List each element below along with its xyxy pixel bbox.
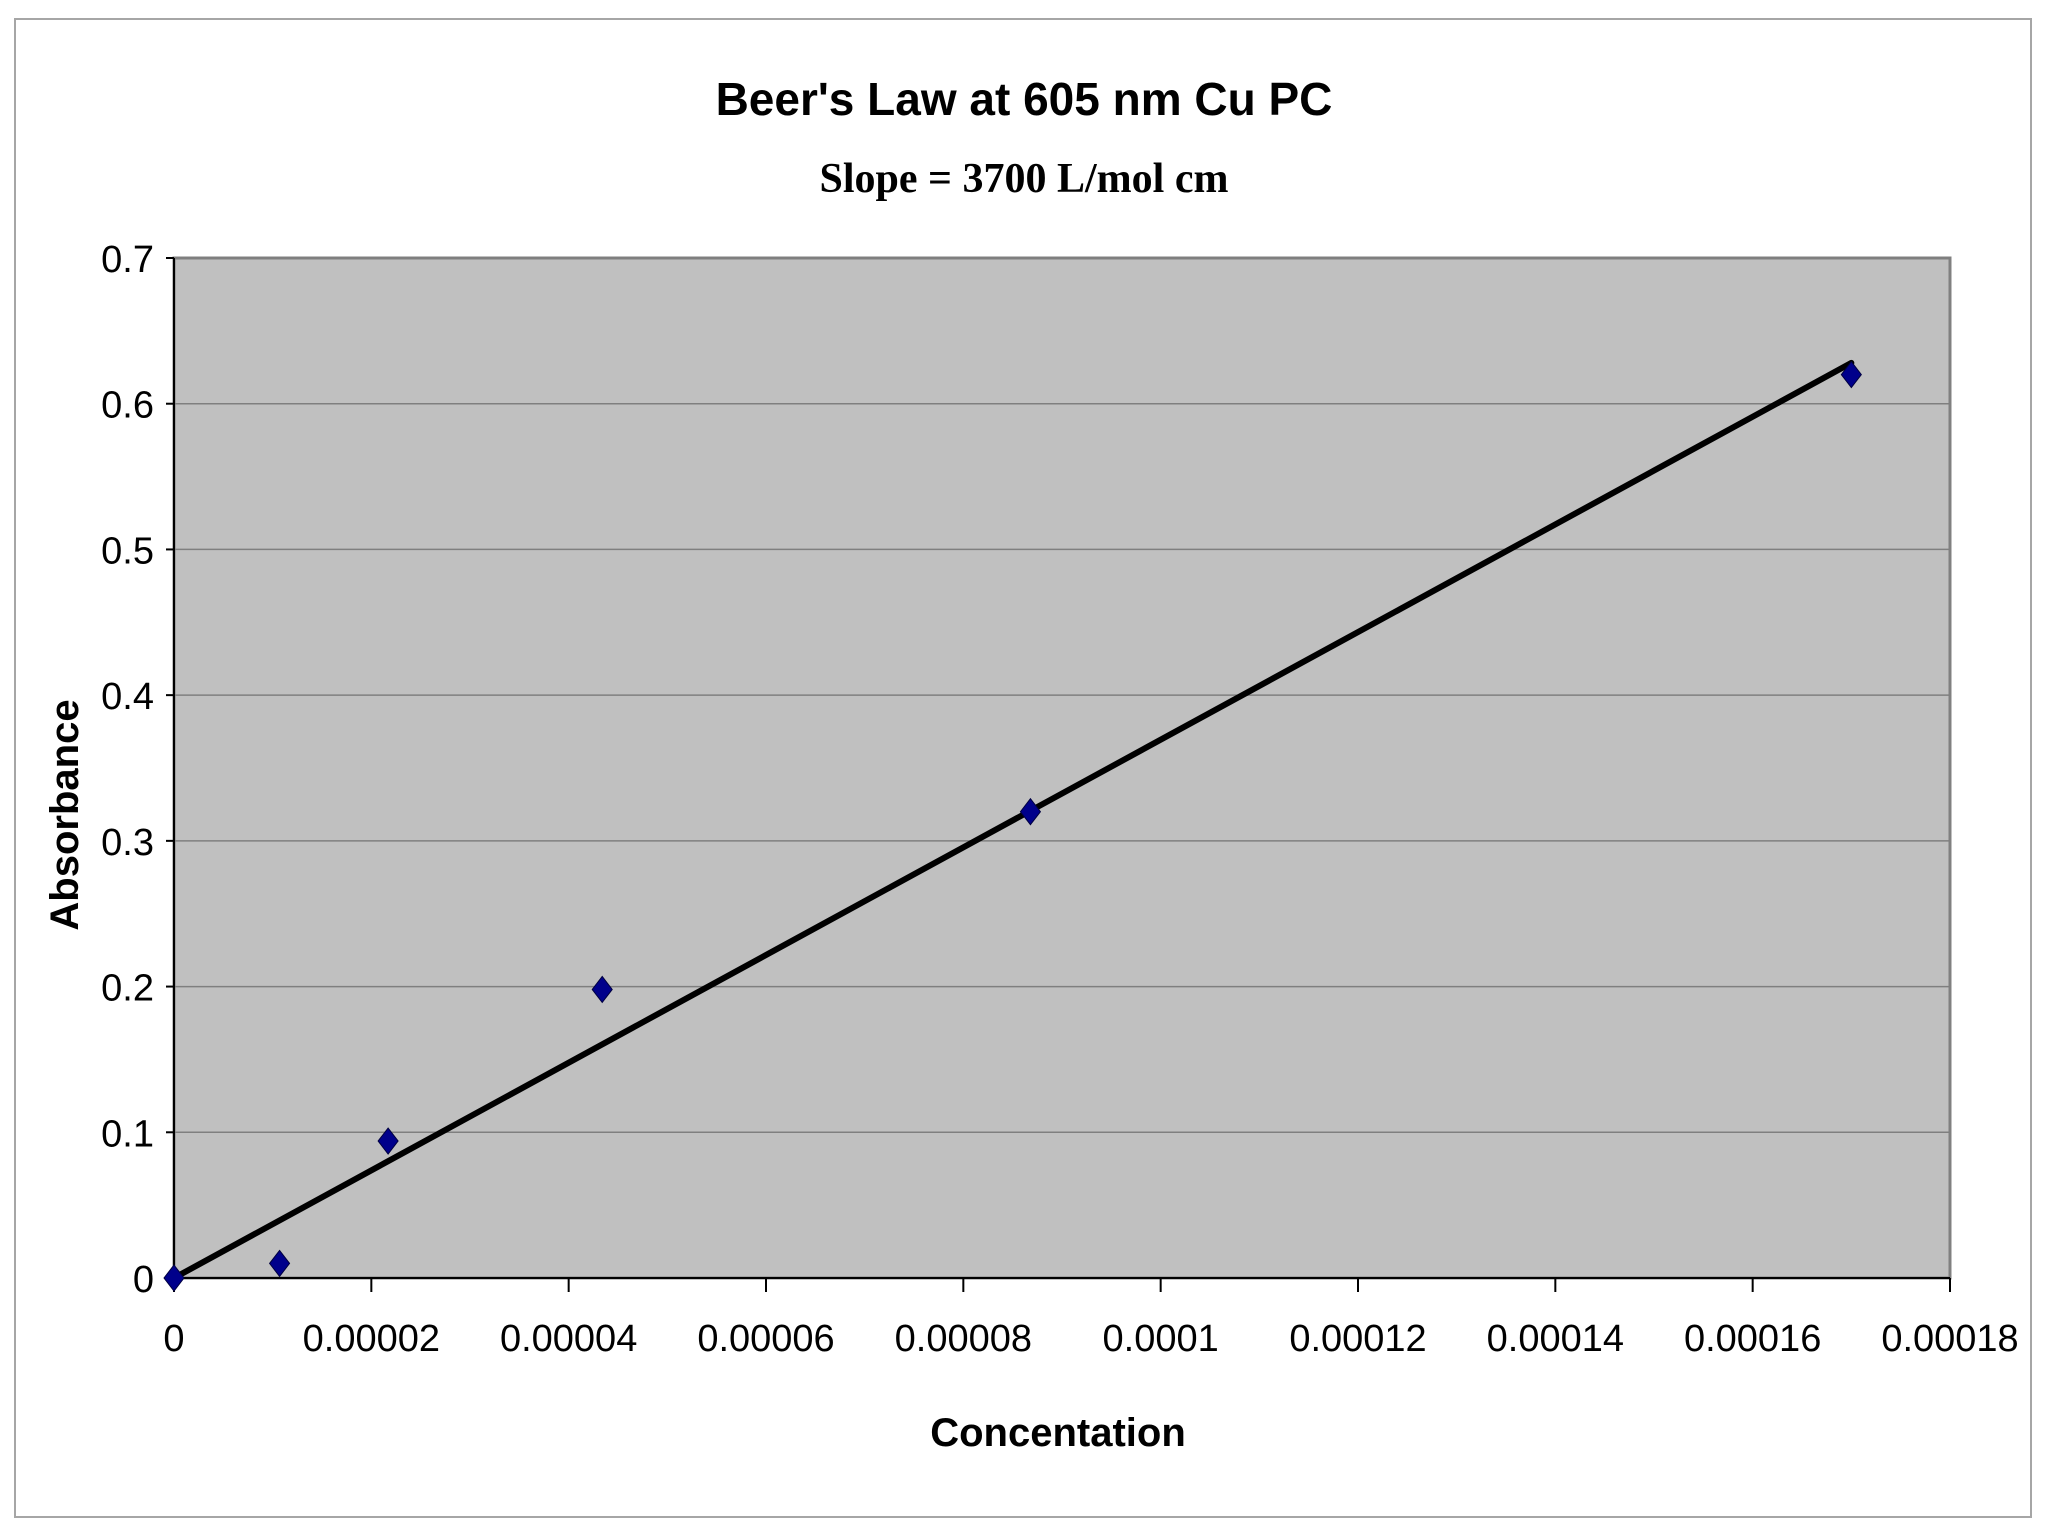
y-tick-labels: 0 0.1 0.2 0.3 0.4 0.5 0.6 0.7 — [101, 239, 154, 1301]
grid-lines — [174, 257, 1950, 1134]
x-tick-label: 0.0001 — [1103, 1318, 1219, 1360]
y-tick-label: 0 — [133, 1259, 154, 1301]
data-point — [268, 1249, 291, 1278]
x-axis-label: Concentation — [930, 1411, 1186, 1455]
data-point — [1840, 360, 1862, 389]
y-tick-label: 0.6 — [101, 385, 154, 427]
data-point — [591, 975, 613, 1004]
chart-subtitle: Slope = 3700 L/mol cm — [820, 156, 1229, 202]
y-tick-label: 0.3 — [101, 822, 154, 864]
chart-title: Beer's Law at 605 nm Cu PC — [716, 73, 1333, 125]
x-tick-label: 0.00002 — [303, 1318, 440, 1360]
x-tick-labels: 0 0.00002 0.00004 0.00006 0.00008 0.0001 0.000… — [163, 1318, 2018, 1360]
x-tick-label: 0.00006 — [697, 1318, 834, 1360]
data-point — [163, 1264, 185, 1292]
x-tick-label: 0.00014 — [1487, 1318, 1624, 1360]
x-tick-label: 0.00004 — [500, 1318, 637, 1360]
y-axis-label: Absorbance — [43, 699, 87, 930]
axes — [166, 257, 1951, 1292]
x-tick-label: 0.00008 — [895, 1318, 1032, 1360]
y-tick-label: 0.4 — [101, 676, 154, 718]
trendline — [171, 359, 1855, 1281]
y-tick-label: 0.2 — [101, 968, 154, 1010]
trendline-layer — [171, 359, 1855, 1281]
x-tick-label: 0.00016 — [1684, 1318, 1821, 1360]
y-tick-label: 0.5 — [101, 530, 154, 572]
data-points — [163, 360, 1862, 1292]
x-tick-label: 0.00012 — [1289, 1318, 1426, 1360]
plot-area — [172, 256, 1952, 1280]
x-tick-label: 0 — [163, 1318, 184, 1360]
data-point — [377, 1127, 399, 1155]
data-point — [1019, 797, 1042, 826]
y-tick-label: 0.1 — [101, 1113, 154, 1155]
x-tick-label: 0.00018 — [1881, 1318, 2018, 1360]
y-tick-label: 0.7 — [101, 239, 154, 281]
